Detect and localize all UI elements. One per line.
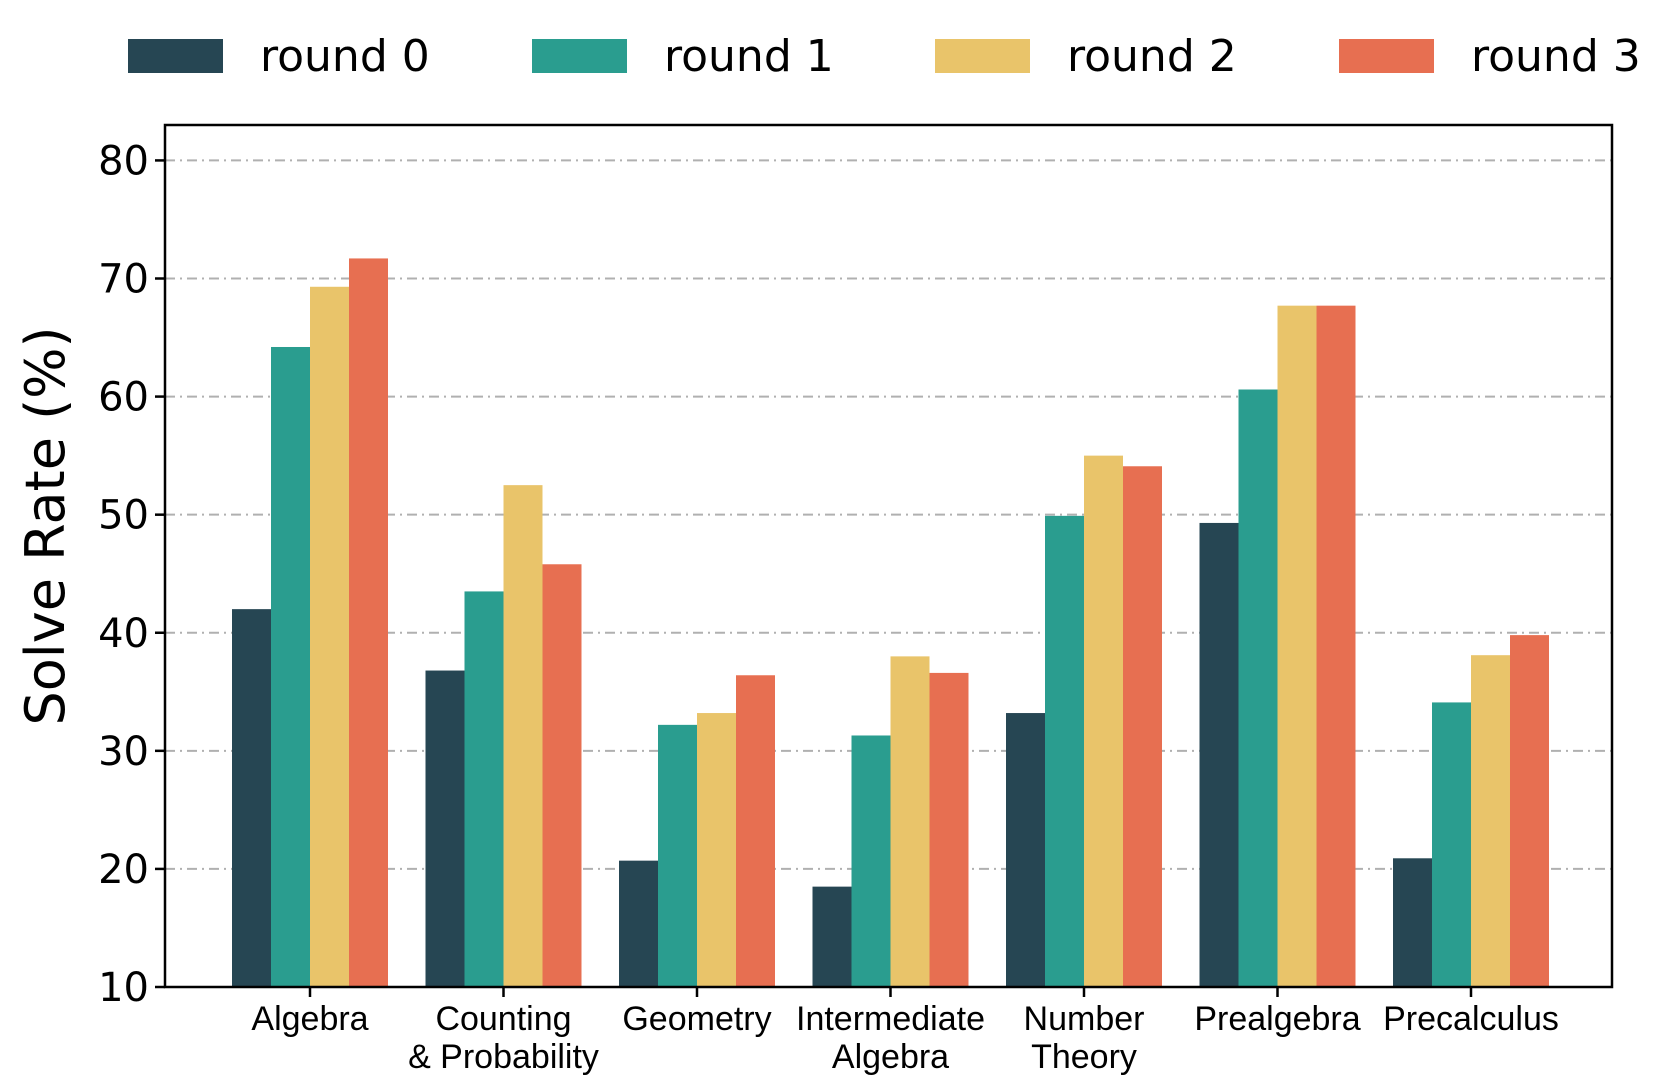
bars	[232, 258, 1549, 988]
bar-round-3-2	[736, 675, 775, 987]
bar-round-0-6	[1393, 858, 1432, 987]
bar-round-1-2	[658, 724, 697, 987]
x-tick-label: Precalculus	[1383, 1000, 1559, 1038]
x-tick-label: Prealgebra	[1194, 1000, 1360, 1038]
legend-label: round 1	[664, 31, 834, 82]
bar-round-2-4	[1084, 455, 1123, 987]
x-tick-label: Algebra	[251, 1000, 368, 1038]
bar-round-3-0	[349, 258, 388, 988]
x-axis-ticks: Algebra Counting& Probability Geometry Inte…	[251, 987, 1559, 1076]
bar-round-1-6	[1432, 702, 1471, 987]
y-tick-label: 70	[98, 257, 149, 303]
legend-label: round 0	[260, 31, 430, 82]
legend: round 0 round 1 round 2 round 3	[128, 31, 1641, 82]
bar-round-2-0	[310, 286, 349, 988]
bar-round-0-0	[232, 609, 271, 987]
bar-round-1-1	[464, 591, 504, 987]
bar-round-1-5	[1238, 389, 1278, 987]
y-tick-label: 50	[98, 493, 149, 539]
y-axis-label: Solve Rate (%)	[14, 326, 77, 725]
bar-round-0-2	[619, 860, 658, 987]
bar-round-1-3	[851, 735, 891, 987]
bar-round-2-3	[890, 656, 930, 987]
x-tick-label: Algebra	[832, 1038, 949, 1076]
bar-round-1-0	[271, 346, 310, 987]
bar-round-0-5	[1199, 522, 1239, 987]
bar-round-3-4	[1123, 466, 1162, 987]
bar-round-3-6	[1510, 635, 1549, 987]
y-tick-label: 10	[98, 965, 149, 1011]
x-tick-label: Counting	[435, 1000, 571, 1038]
legend-label: round 3	[1471, 31, 1641, 82]
legend-swatch-round-0	[128, 39, 223, 73]
y-tick-label: 30	[98, 729, 149, 775]
x-tick-label: Number	[1024, 1000, 1145, 1038]
bar-round-1-4	[1045, 515, 1084, 987]
y-tick-label: 80	[98, 138, 149, 184]
bar-round-0-4	[1006, 713, 1045, 987]
bar-round-3-5	[1316, 305, 1356, 987]
x-tick-label: Geometry	[622, 1000, 771, 1038]
plot-frame	[163, 123, 1614, 989]
legend-swatch-round-1	[532, 39, 627, 73]
y-tick-label: 60	[98, 375, 149, 421]
y-tick-label: 20	[98, 847, 149, 893]
bar-round-0-1	[425, 670, 465, 987]
bar-round-3-3	[929, 672, 969, 987]
bar-round-0-3	[812, 886, 852, 987]
y-tick-label: 40	[98, 611, 149, 657]
x-tick-label: & Probability	[408, 1038, 599, 1076]
bar-round-2-6	[1471, 655, 1510, 987]
legend-swatch-round-2	[935, 39, 1030, 73]
legend-swatch-round-3	[1339, 39, 1434, 73]
y-axis-ticks: 10 20 30 40 50 60 70 80	[98, 138, 165, 1011]
bar-round-2-5	[1277, 305, 1317, 987]
x-tick-label: Intermediate	[796, 1000, 985, 1038]
bar-round-3-1	[542, 564, 582, 987]
bar-round-2-2	[697, 713, 736, 987]
x-tick-label: Theory	[1031, 1038, 1137, 1076]
bar-round-2-1	[503, 485, 543, 987]
legend-label: round 2	[1067, 31, 1237, 82]
